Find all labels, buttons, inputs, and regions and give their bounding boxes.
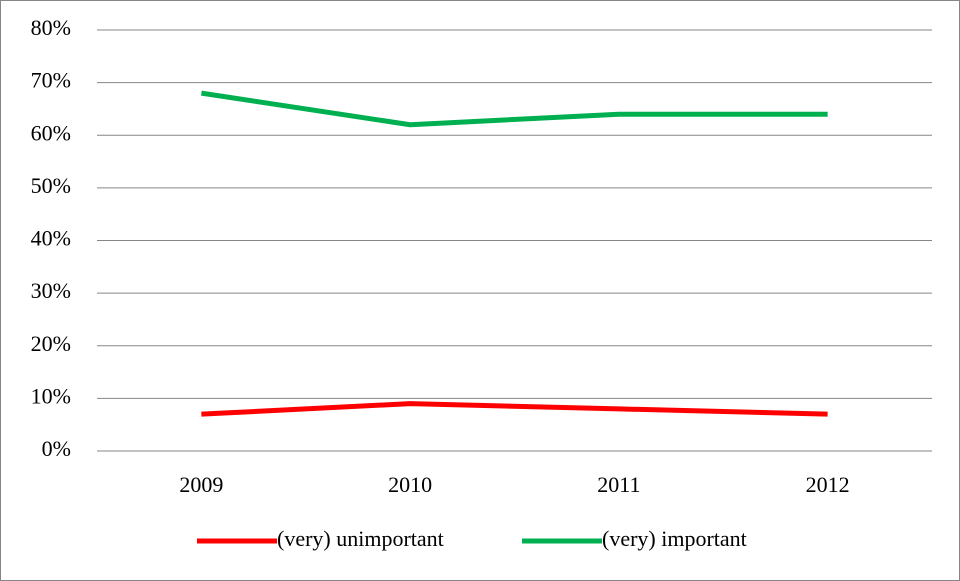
y-tick-label: 0%: [42, 436, 71, 461]
y-tick-label: 60%: [31, 120, 71, 145]
y-tick-label: 70%: [31, 68, 71, 93]
y-tick-label: 30%: [31, 278, 71, 303]
y-tick-label: 40%: [31, 226, 71, 251]
y-tick-label: 20%: [31, 331, 71, 356]
x-tick-label: 2009: [179, 472, 223, 497]
series-line: [201, 90, 828, 128]
y-tick-label: 80%: [31, 15, 71, 40]
legend-label: (very) important: [602, 526, 747, 551]
legend-label: (very) unimportant: [277, 526, 444, 551]
x-tick-label: 2010: [388, 472, 432, 497]
y-tick-label: 10%: [31, 383, 71, 408]
y-tick-label: 50%: [31, 173, 71, 198]
series-line: [201, 401, 828, 417]
x-tick-label: 2012: [806, 472, 850, 497]
x-tick-label: 2011: [597, 472, 640, 497]
